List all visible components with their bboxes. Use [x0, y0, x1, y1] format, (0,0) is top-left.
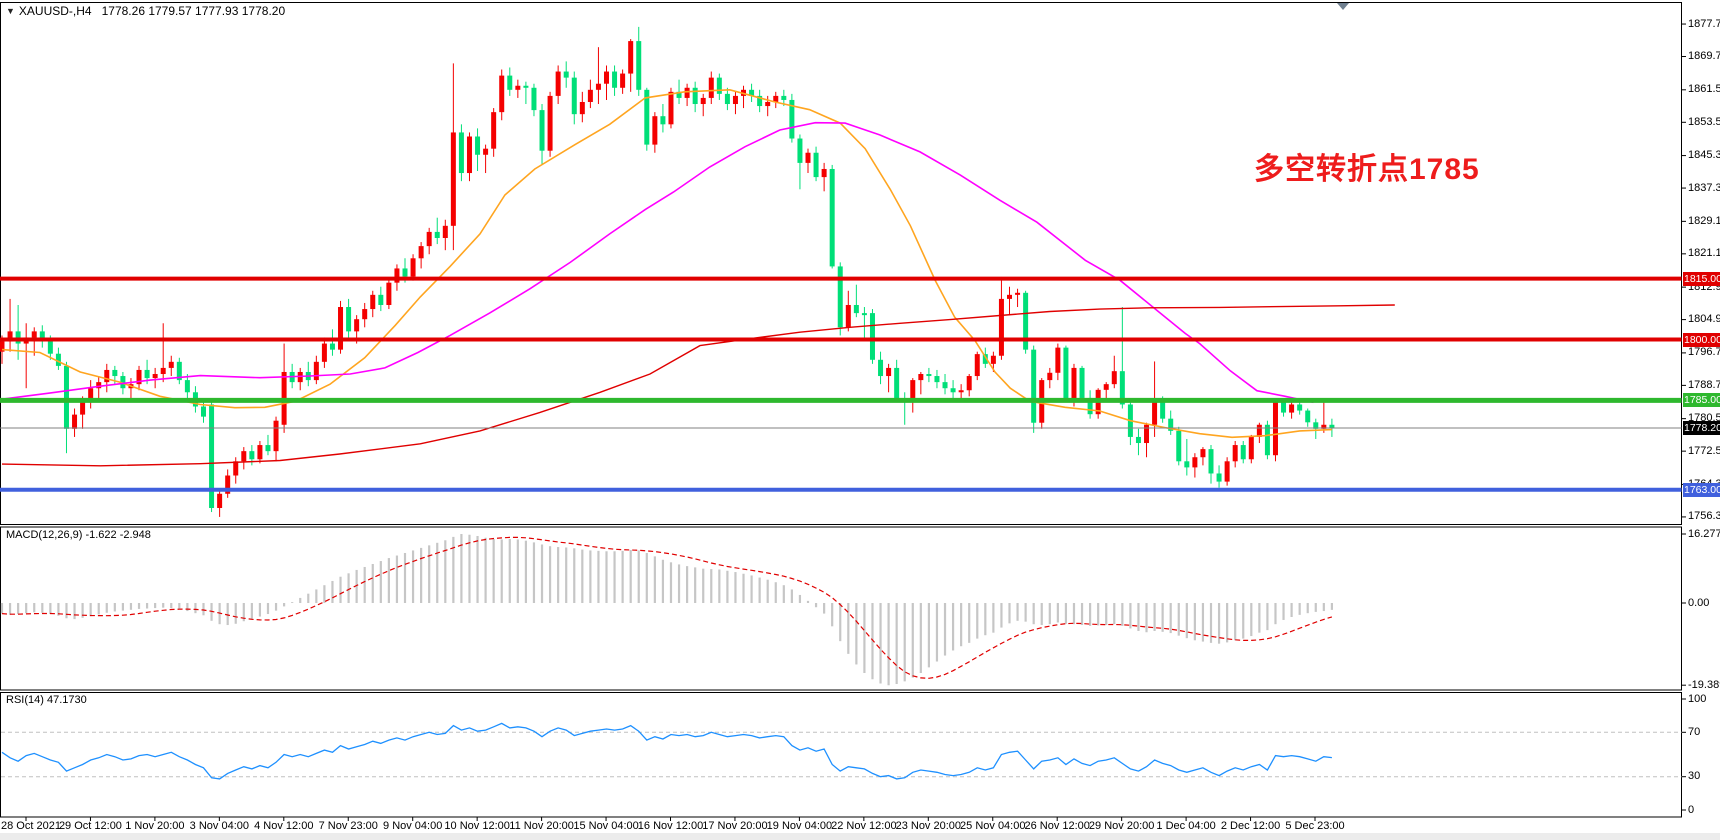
- time-axis-label: 1 Nov 20:00: [125, 820, 185, 832]
- price-axis-tick-label: 1829.10: [1688, 214, 1720, 227]
- time-axis-ticks: [25, 817, 1316, 821]
- price-level-badge: 1763.00: [1683, 482, 1720, 497]
- symbol-ohlc-label: ▼ XAUUSD-,H4 1778.26 1779.57 1777.93 1778.…: [6, 4, 285, 18]
- rsi-axis-tick-label: 30: [1688, 770, 1701, 783]
- symbol-dropdown-icon: ▼: [6, 6, 15, 16]
- time-axis-label: 29 Oct 12:00: [58, 820, 122, 832]
- price-axis-tick-label: 1861.50: [1688, 83, 1720, 96]
- time-axis-label: 29 Nov 20:00: [1088, 820, 1155, 832]
- macd-histogram: [0, 533, 1686, 686]
- ma-fast-orange: [1, 88, 1332, 439]
- level-lines[interactable]: [0, 276, 1682, 492]
- price-axis-tick-label: 1837.30: [1688, 181, 1720, 194]
- price-level-badge: 1815.00: [1683, 271, 1720, 286]
- panel-frames: [0, 2, 1682, 818]
- time-axis-label: 26 Nov 12:00: [1024, 820, 1090, 832]
- chart-shift-marker-icon[interactable]: [1337, 3, 1349, 10]
- ma-mid-magenta: [1, 121, 1314, 404]
- time-axis-label: 9 Nov 04:00: [383, 820, 443, 832]
- rsi-axis-tick-label: 0: [1688, 803, 1695, 816]
- time-axis-label: 25 Nov 04:00: [960, 820, 1026, 832]
- ma-slow-red: [1, 304, 1395, 467]
- time-axis-label: 28 Oct 2021: [1, 820, 61, 832]
- time-axis-label: 16 Nov 12:00: [637, 820, 704, 832]
- time-axis-label: 7 Nov 23:00: [318, 820, 378, 832]
- macd-axis-tick-label: 0.00: [1688, 596, 1710, 609]
- rsi-axis-tick-label: 100: [1688, 692, 1707, 705]
- macd-axis-tick-label: -19.389: [1688, 678, 1720, 691]
- price-axis-tick-label: 1772.50: [1688, 444, 1720, 457]
- time-axis-label: 1 Dec 04:00: [1156, 820, 1216, 832]
- time-axis-label: 19 Nov 04:00: [766, 820, 833, 832]
- price-axis-tick-label: 1788.70: [1688, 378, 1720, 391]
- time-axis-label: 5 Dec 23:00: [1285, 820, 1345, 832]
- price-axis-tick-label: 1796.70: [1688, 346, 1720, 359]
- time-axis-label: 17 Nov 20:00: [702, 820, 768, 832]
- time-axis-label: 10 Nov 12:00: [444, 820, 510, 832]
- price-axis-tick-label: 1845.30: [1688, 149, 1720, 162]
- rsi-plot: [1, 698, 1686, 811]
- macd-axis-tick-label: 16.277: [1688, 527, 1720, 540]
- time-axis-label: 2 Dec 12:00: [1220, 820, 1281, 832]
- ohlc-values: 1778.26 1779.57 1777.93 1778.20: [101, 4, 286, 18]
- price-axis-tick-label: 1853.50: [1688, 115, 1720, 128]
- bid-price-badge: 1778.20: [1683, 421, 1720, 435]
- annotation-text: 多空转折点1785: [1254, 153, 1480, 186]
- footer-strip: [0, 833, 1720, 840]
- price-axis-tick-label: 1821.10: [1688, 247, 1720, 260]
- macd-indicator-label: MACD(12,26,9) -1.622 -2.948: [6, 529, 151, 541]
- time-axis-label: 15 Nov 04:00: [573, 820, 639, 832]
- price-axis-tick-label: 1804.90: [1688, 313, 1720, 326]
- time-axis-label: 22 Nov 12:00: [831, 820, 897, 832]
- price-level-badge: 1785.00: [1683, 393, 1720, 408]
- rsi-indicator-label: RSI(14) 47.1730: [6, 694, 87, 706]
- price-axis-ticks: [1681, 23, 1686, 518]
- price-axis-tick-label: 1869.70: [1688, 50, 1720, 63]
- rsi-axis-tick-label: 70: [1688, 725, 1701, 738]
- time-axis-label: 11 Nov 20:00: [509, 820, 574, 832]
- price-axis-tick-label: 1756.30: [1688, 510, 1720, 523]
- time-axis-label: 3 Nov 04:00: [189, 820, 249, 832]
- symbol-name: XAUUSD-,H4: [18, 4, 92, 18]
- price-axis-tick-label: 1877.70: [1688, 17, 1720, 30]
- price-level-badge: 1800.00: [1683, 332, 1720, 347]
- time-axis-label: 4 Nov 12:00: [254, 820, 314, 832]
- time-axis-label: 23 Nov 20:00: [895, 820, 962, 832]
